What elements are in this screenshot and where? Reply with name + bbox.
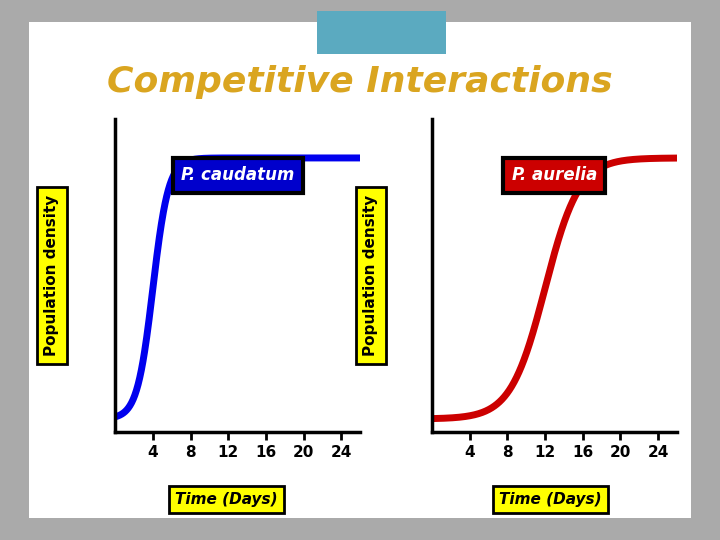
Text: Population density: Population density [364,195,378,356]
Text: P. caudatum: P. caudatum [181,166,294,184]
Text: Time (Days): Time (Days) [176,492,278,507]
Text: P. aurelia: P. aurelia [512,166,597,184]
Text: Time (Days): Time (Days) [500,492,602,507]
Text: Competitive Interactions: Competitive Interactions [107,65,613,99]
Text: Population density: Population density [45,195,59,356]
